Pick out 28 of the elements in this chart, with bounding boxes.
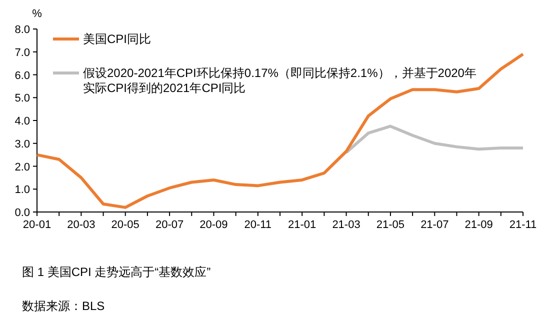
x-tick-label: 21-07 bbox=[420, 219, 449, 231]
y-tick-label: 3.0 bbox=[14, 138, 30, 150]
legend-label: 美国CPI同比 bbox=[83, 32, 152, 46]
x-tick-label: 21-11 bbox=[509, 219, 537, 231]
y-tick-label: 8.0 bbox=[14, 24, 30, 36]
caption: 图 1 美国CPI 走势远高于“基数效应” bbox=[22, 265, 211, 279]
x-tick-label: 20-09 bbox=[200, 219, 228, 231]
x-tick-label: 20-11 bbox=[244, 219, 272, 231]
y-axis-title: % bbox=[32, 8, 42, 20]
y-tick-label: 0.0 bbox=[14, 207, 30, 219]
y-tick-label: 6.0 bbox=[14, 70, 30, 82]
legend-label: 假设2020-2021年CPI环比保持0.17%（即同比保持2.1%），并基于2020年实际CPI得到的2021年CPI同比 bbox=[83, 66, 476, 95]
x-tick-label: 20-07 bbox=[155, 219, 184, 231]
y-tick-label: 1.0 bbox=[14, 184, 30, 196]
x-tick-label: 21-01 bbox=[288, 219, 316, 231]
x-tick-label: 20-01 bbox=[22, 219, 52, 231]
x-tick-label: 21-03 bbox=[332, 219, 360, 231]
line-series bbox=[344, 124, 524, 154]
x-tick-label: 21-05 bbox=[376, 219, 405, 231]
x-tick-label: 20-05 bbox=[111, 219, 140, 231]
y-tick-label: 5.0 bbox=[14, 92, 30, 105]
y-tick-label: 7.0 bbox=[14, 46, 30, 59]
line-series bbox=[36, 52, 524, 209]
source-note: 数据来源：BLS bbox=[22, 299, 105, 313]
y-tick-label: 4.0 bbox=[14, 116, 30, 128]
x-tick-label: 20-03 bbox=[67, 219, 96, 231]
y-tick-label: 2.0 bbox=[14, 161, 30, 174]
x-tick-label: 21-09 bbox=[464, 219, 493, 231]
